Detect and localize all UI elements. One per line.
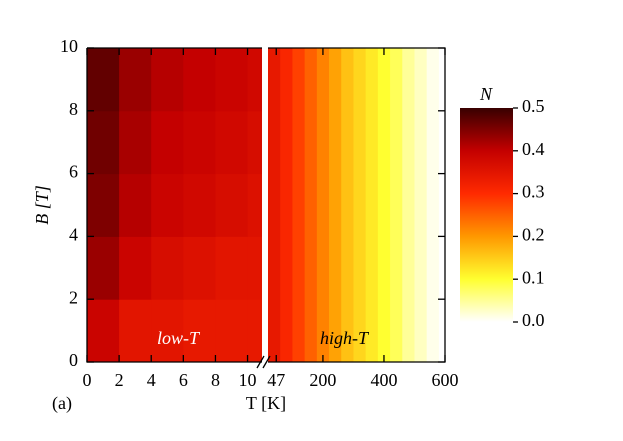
colorbar-tick-label: 0.2 bbox=[522, 225, 545, 245]
heatmap-column bbox=[280, 48, 293, 362]
x-tick-label: 400 bbox=[370, 370, 397, 390]
heatmap-cell bbox=[87, 173, 120, 237]
y-tick-label: 8 bbox=[69, 99, 78, 119]
heatmap-cell bbox=[183, 236, 216, 300]
y-tick-label: 0 bbox=[69, 350, 78, 370]
heatmap-column bbox=[316, 48, 330, 362]
x-tick-label: 10 bbox=[239, 370, 257, 390]
x-tick-label: 47 bbox=[267, 370, 285, 390]
x-tick-label: 2 bbox=[115, 370, 124, 390]
break-mark bbox=[256, 355, 271, 369]
heatmap-high bbox=[268, 48, 445, 362]
annotation: high-T bbox=[320, 328, 370, 348]
colorbar-tick-label: 0.1 bbox=[522, 267, 545, 287]
heatmap-low bbox=[87, 48, 262, 362]
heatmap-column bbox=[438, 48, 445, 362]
colorbar-tick-label: 0.0 bbox=[522, 310, 545, 330]
colorbar-tick-label: 0.5 bbox=[522, 96, 545, 116]
heatmap-cell bbox=[119, 48, 152, 112]
heatmap-cell bbox=[215, 236, 249, 300]
colorbar-label: N bbox=[479, 84, 493, 104]
heatmap-cell bbox=[151, 110, 184, 175]
heatmap-column bbox=[365, 48, 379, 362]
annotation: low-T bbox=[157, 328, 201, 348]
heatmap-cell bbox=[247, 48, 262, 112]
x-tick-label: 8 bbox=[211, 370, 220, 390]
heatmap-cell bbox=[87, 299, 120, 362]
heatmap-column bbox=[329, 48, 342, 362]
axis-break bbox=[262, 44, 268, 366]
colorbar-tick-label: 0.3 bbox=[522, 182, 545, 202]
x-tick-label: 4 bbox=[147, 370, 156, 390]
heatmap-column bbox=[377, 48, 391, 362]
heatmap-cell bbox=[247, 236, 262, 300]
heatmap-column bbox=[426, 48, 440, 362]
heatmap-cell bbox=[151, 236, 184, 300]
heatmap-cell bbox=[119, 173, 152, 237]
heatmap-cell bbox=[215, 48, 249, 112]
y-tick-label: 6 bbox=[69, 162, 78, 182]
heatmap-cell bbox=[119, 110, 152, 175]
heatmap-cell bbox=[151, 173, 184, 237]
x-axis-label: T [K] bbox=[246, 393, 286, 413]
colorbar-tick-label: 0.4 bbox=[522, 139, 545, 159]
heatmap-cell bbox=[247, 299, 262, 362]
heatmap-column bbox=[353, 48, 367, 362]
x-tick-label: 600 bbox=[432, 370, 459, 390]
heatmap-column bbox=[304, 48, 318, 362]
heatmap-cell bbox=[183, 299, 216, 362]
heatmap-cell bbox=[119, 236, 152, 300]
x-tick-label: 200 bbox=[309, 370, 336, 390]
x-tick-label: 6 bbox=[179, 370, 188, 390]
heatmap-cell bbox=[183, 110, 216, 175]
heatmap-cell bbox=[183, 173, 216, 237]
heatmap-column bbox=[292, 48, 306, 362]
heatmap-cell bbox=[87, 110, 120, 175]
x-tick-label: 0 bbox=[83, 370, 92, 390]
y-tick-label: 10 bbox=[60, 36, 78, 56]
heatmap-cell bbox=[247, 173, 262, 237]
heatmap-cell bbox=[215, 299, 249, 362]
y-tick-label: 4 bbox=[69, 225, 78, 245]
heatmap-cell bbox=[183, 48, 216, 112]
heatmap-cell bbox=[247, 110, 262, 175]
colorbar bbox=[460, 108, 513, 322]
heatmap-column bbox=[390, 48, 403, 362]
heatmap-column bbox=[341, 48, 354, 362]
heatmap-cell bbox=[87, 236, 120, 300]
heatmap-column bbox=[268, 48, 281, 362]
heatmap-cell bbox=[151, 299, 184, 362]
y-tick-label: 2 bbox=[69, 287, 78, 307]
heatmap-cell bbox=[215, 173, 249, 237]
panel-label: (a) bbox=[52, 393, 72, 414]
heatmap-cell bbox=[87, 48, 120, 112]
y-axis-label: B [T] bbox=[32, 185, 52, 225]
heatmap-cell bbox=[215, 110, 249, 175]
heatmap-cell bbox=[119, 299, 152, 362]
heatmap-column bbox=[414, 48, 428, 362]
heatmap-column bbox=[402, 48, 415, 362]
heatmap-cell bbox=[151, 48, 184, 112]
